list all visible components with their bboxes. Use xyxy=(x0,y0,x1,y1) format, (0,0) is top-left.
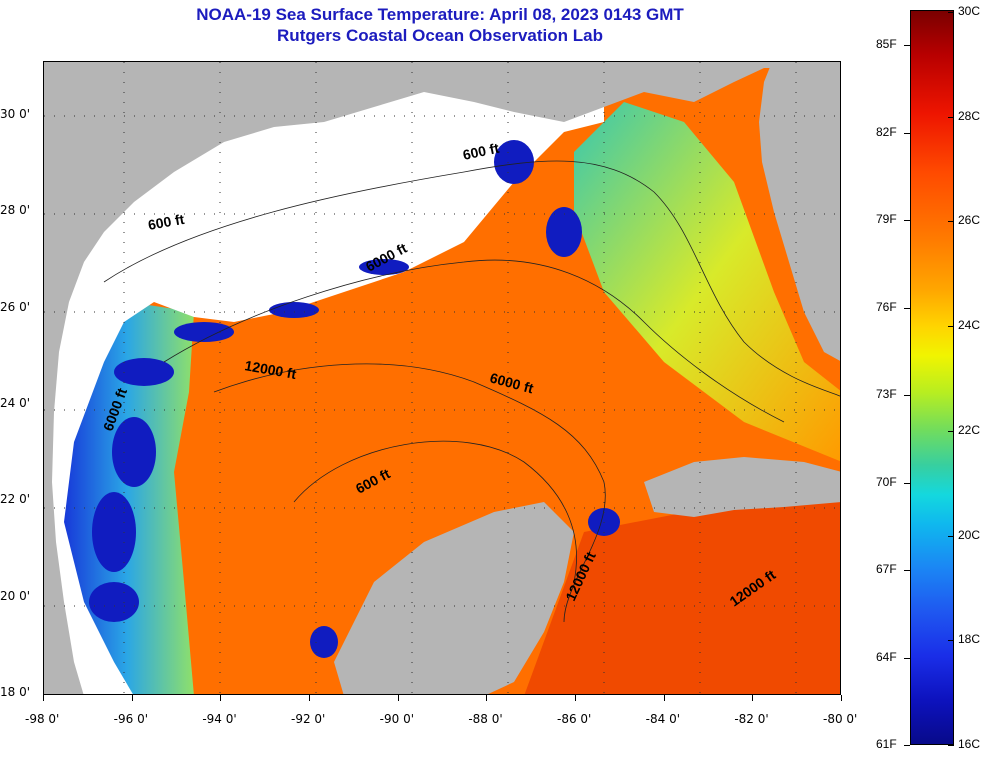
celsius-label: 30C xyxy=(958,4,981,18)
lat-tick-label: 20 0' xyxy=(0,588,31,603)
celsius-tick xyxy=(948,745,954,746)
temperature-colorbar xyxy=(910,10,954,745)
fahrenheit-label: 73F xyxy=(876,387,897,401)
celsius-tick xyxy=(948,12,954,13)
lon-tick-mark xyxy=(841,695,842,701)
fahrenheit-label: 61F xyxy=(876,737,897,751)
lon-tick-label: -90 0' xyxy=(379,712,415,726)
lon-tick-label: -86 0' xyxy=(557,712,592,726)
fahrenheit-tick xyxy=(904,657,910,659)
celsius-label: 26C xyxy=(958,213,981,228)
title-line-2: Rutgers Coastal Ocean Observation Lab xyxy=(277,26,603,45)
lat-tick-label: 28 0' xyxy=(0,203,31,218)
fahrenheit-label: 64F xyxy=(876,649,897,664)
lon-tick-label: -92 0' xyxy=(291,712,326,726)
lon-tick-label: -98 0' xyxy=(25,712,60,726)
sst-map: 600 ft 600 ft 6000 ft 12000 ft 6000 ft 6… xyxy=(43,61,841,695)
celsius-tick xyxy=(948,221,954,223)
lon-tick-mark xyxy=(43,695,44,701)
fahrenheit-label: 67F xyxy=(876,562,897,576)
lon-tick-label: -82 0' xyxy=(734,712,769,726)
fahrenheit-tick xyxy=(904,45,910,46)
celsius-tick xyxy=(948,326,954,328)
sst-map-image: 600 ft 600 ft 6000 ft 12000 ft 6000 ft 6… xyxy=(44,62,840,694)
celsius-tick xyxy=(948,116,954,118)
chart-title: NOAA-19 Sea Surface Temperature: April 0… xyxy=(0,4,880,46)
celsius-label: 16C xyxy=(958,737,981,751)
lon-tick-mark xyxy=(486,695,488,701)
land-cuba xyxy=(644,457,840,517)
celsius-label: 28C xyxy=(958,108,981,123)
fahrenheit-tick xyxy=(904,482,910,484)
lat-tick-label: 30 0' xyxy=(0,107,31,121)
fahrenheit-tick xyxy=(904,220,910,221)
lat-tick-label: 24 0' xyxy=(0,396,31,410)
land-north-west xyxy=(44,62,840,694)
celsius-label: 22C xyxy=(958,422,981,437)
lon-tick-label: -96 0' xyxy=(113,712,149,726)
fahrenheit-label: 76F xyxy=(876,299,897,314)
lat-tick-label: 26 0' xyxy=(0,299,31,314)
celsius-tick xyxy=(948,430,954,432)
fahrenheit-label: 82F xyxy=(876,124,897,139)
cloud-mask xyxy=(44,62,604,694)
lon-tick-mark xyxy=(309,695,310,701)
fahrenheit-tick xyxy=(904,307,910,309)
fahrenheit-label: 70F xyxy=(876,474,897,489)
celsius-label: 24C xyxy=(958,318,981,333)
fahrenheit-label: 79F xyxy=(876,212,897,226)
lon-tick-mark xyxy=(220,695,222,701)
celsius-label: 18C xyxy=(958,632,981,647)
celsius-tick xyxy=(948,535,954,537)
land-florida xyxy=(759,62,840,361)
lon-tick-mark xyxy=(575,695,576,701)
cold-speckles xyxy=(89,140,620,658)
fahrenheit-label: 85F xyxy=(876,37,897,51)
title-line-1: NOAA-19 Sea Surface Temperature: April 0… xyxy=(196,5,684,24)
contour-label-600-ne: 600 ft xyxy=(461,140,500,163)
lon-tick-mark xyxy=(752,695,754,701)
lon-tick-label: -84 0' xyxy=(645,712,681,726)
lon-tick-label: -80 0' xyxy=(823,712,858,726)
west-florida-shelf-water xyxy=(574,102,840,462)
celsius-tick xyxy=(948,640,954,642)
lat-tick-label: 18 0' xyxy=(0,685,31,699)
fahrenheit-tick xyxy=(904,132,910,134)
contour-label-600-north: 600 ft xyxy=(147,211,186,233)
lat-tick-label: 22 0' xyxy=(0,492,31,507)
fahrenheit-tick xyxy=(904,395,910,396)
land-yucatan xyxy=(334,502,574,694)
lon-tick-mark xyxy=(663,695,665,701)
lon-tick-mark xyxy=(397,695,399,701)
fahrenheit-tick xyxy=(904,745,910,746)
lon-tick-mark xyxy=(131,695,133,701)
celsius-label: 20C xyxy=(958,527,981,542)
lon-tick-label: -88 0' xyxy=(468,712,503,726)
bathymetry-contours xyxy=(103,160,840,623)
fahrenheit-tick xyxy=(904,570,910,571)
lon-tick-label: -94 0' xyxy=(202,712,237,726)
